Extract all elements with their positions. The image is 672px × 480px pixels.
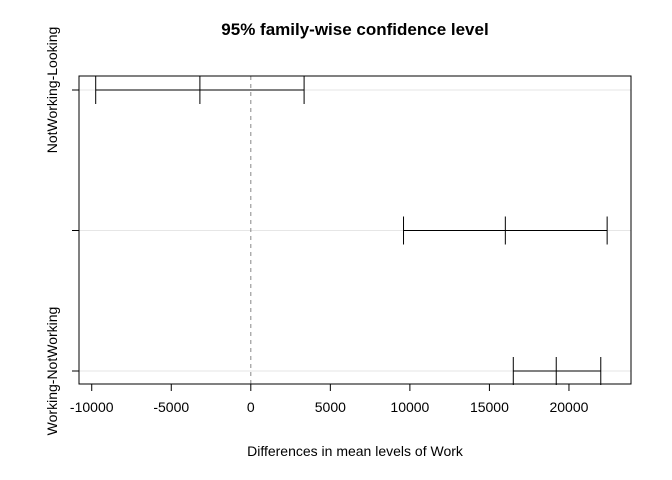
y-axis: NotWorking-Looking Working-NotWorking [44,27,80,436]
chart-title: 95% family-wise confidence level [221,20,488,39]
x-tick-label: 5000 [315,399,346,415]
confidence-intervals [95,76,608,385]
y-tick-label: Working-NotWorking [44,307,60,436]
interval-0 [95,76,305,104]
x-axis-label: Differences in mean levels of Work [247,443,464,459]
x-tick-label: 20000 [549,399,588,415]
x-tick-label: -5000 [153,399,189,415]
x-tick-label: -10000 [70,399,114,415]
x-tick-label: 15000 [470,399,509,415]
interval-1 [403,216,608,245]
y-tick-label: NotWorking-Looking [44,27,60,154]
interval-2 [512,357,602,385]
x-axis: -10000 -5000 0 5000 10000 15000 20000 [70,383,589,415]
x-tick-label: 10000 [390,399,429,415]
x-tick-label: 0 [247,399,255,415]
